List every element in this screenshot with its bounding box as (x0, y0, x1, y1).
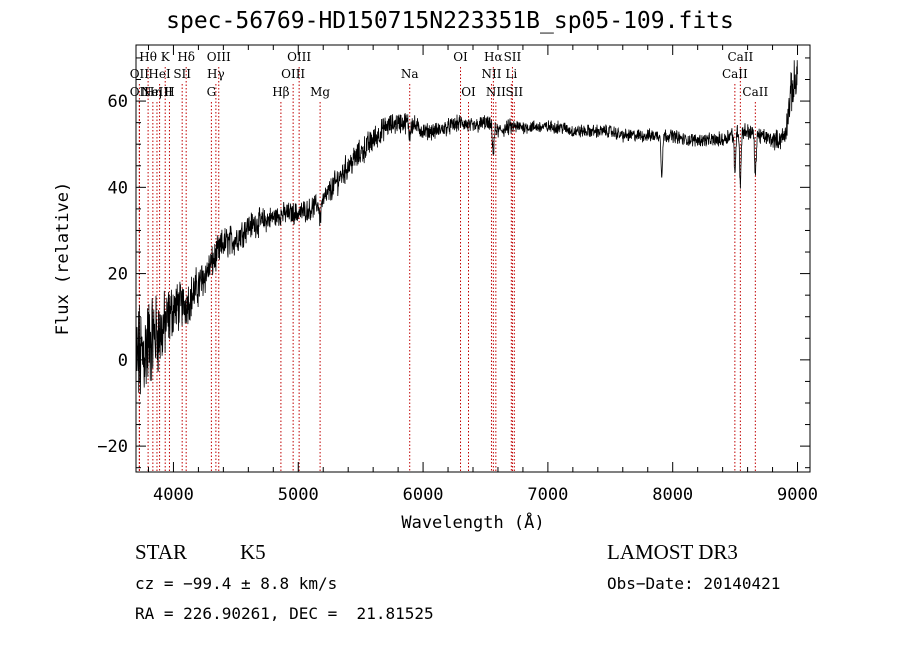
x-tick-label: 5000 (278, 485, 319, 505)
line-marker-label: Mg (310, 85, 330, 99)
tick-labels: 4000 5000 6000 7000 8000 9000 −20 0 20 40 60 (97, 92, 818, 505)
y-tick-label: 40 (108, 178, 128, 198)
line-marker-label: OII (130, 67, 150, 81)
line-marker-label: SII (505, 85, 523, 99)
line-marker-label: OI (453, 50, 468, 64)
line-marker-label: Hγ (207, 67, 225, 81)
y-tick-label: 60 (108, 92, 128, 112)
line-marker-label: CaII (722, 67, 748, 81)
survey-name: LAMOST DR3 (607, 540, 738, 564)
line-marker-label: OII (130, 85, 150, 99)
line-marker-label: OIII (281, 67, 305, 81)
y-tick-label: 0 (118, 351, 128, 371)
line-marker-label: Hδ (177, 50, 195, 64)
x-tick-label: 9000 (777, 485, 818, 505)
line-marker-label: CaII (742, 85, 768, 99)
y-tick-label: 20 (108, 265, 128, 285)
line-marker-label: Hβ (272, 85, 289, 99)
chart-title: spec-56769-HD150715N223351B_sp05-109.fit… (166, 8, 734, 34)
redshift-velocity: cz = −99.4 ± 8.8 km/s (135, 574, 338, 593)
ra-dec-coordinates: RA = 226.90261, DEC = 21.81525 (135, 604, 434, 623)
line-marker-label: OIII (287, 50, 311, 64)
line-marker-label: NII (481, 67, 501, 81)
x-tick-label: 4000 (153, 485, 194, 505)
line-marker-label: SII (504, 50, 522, 64)
line-marker-label: OIII (207, 50, 231, 64)
line-marker-label: Hα (484, 50, 503, 64)
line-marker-label: Hη (144, 85, 162, 99)
line-marker-label: Na (401, 67, 419, 81)
x-tick-label: 6000 (403, 485, 444, 505)
x-tick-label: 8000 (652, 485, 693, 505)
line-marker-label: K (161, 50, 171, 64)
line-marker-label: G (207, 85, 217, 99)
x-tick-label: 7000 (527, 485, 568, 505)
object-subclass: K5 (240, 540, 266, 564)
axis-ticks (136, 45, 810, 472)
line-marker-label: OI (461, 85, 476, 99)
line-marker-label: NII (486, 85, 506, 99)
line-marker-label: NeIII (141, 85, 173, 99)
line-marker-label: HeI (148, 67, 171, 81)
x-axis-label: Wavelength (Å) (401, 511, 544, 533)
spectrum-series (135, 60, 798, 395)
y-axis-label: Flux (relative) (53, 182, 73, 336)
object-class: STAR (135, 540, 187, 564)
line-marker-label: H (164, 85, 174, 99)
y-tick-label: −20 (97, 437, 128, 457)
observation-date: Obs−Date: 20140421 (607, 574, 781, 593)
line-marker-label: Hθ (139, 50, 157, 64)
spectrum-line (135, 60, 798, 395)
plot-frame (135, 44, 811, 473)
line-marker-label: Li (505, 67, 517, 81)
line-markers (138, 67, 756, 472)
line-marker-label: SII (173, 67, 191, 81)
line-marker-label: CaII (727, 50, 753, 64)
line-marker-labels: HθOIIOIIHηNeIIIHeIKHSIIHδGHγOIIIHβOIIIOI… (130, 50, 769, 99)
